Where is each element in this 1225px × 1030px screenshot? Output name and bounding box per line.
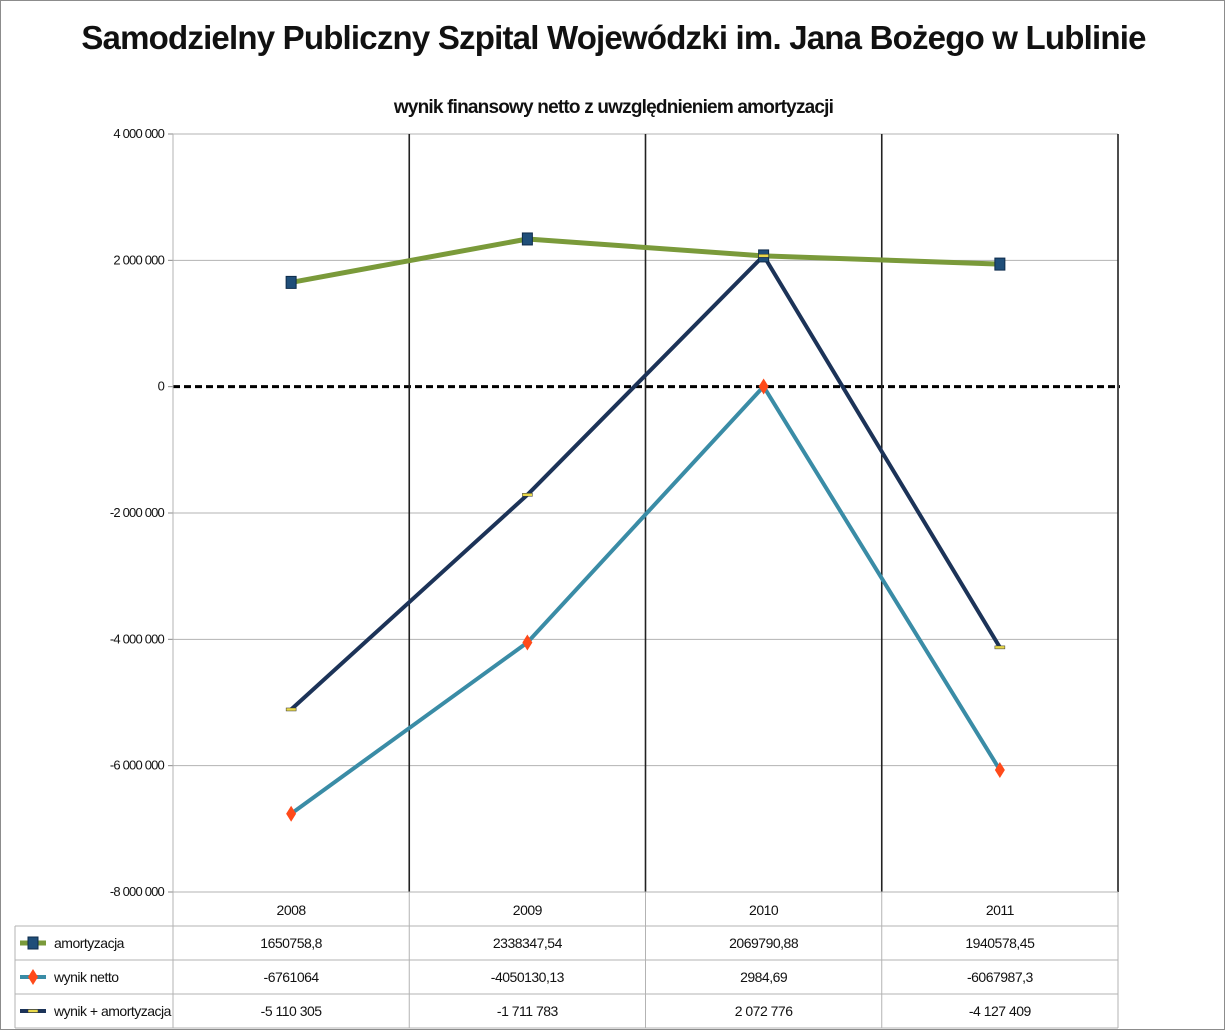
y-tick-label: -4 000 000 bbox=[110, 631, 165, 646]
y-tick-label: 0 bbox=[158, 379, 165, 394]
series-line-wynik-amortyzacja bbox=[289, 253, 1002, 711]
legend-label: wynik netto bbox=[53, 969, 119, 985]
y-tick-label: -8 000 000 bbox=[110, 884, 165, 899]
data-point bbox=[522, 634, 533, 651]
table-cell: 2069790,88 bbox=[729, 935, 799, 951]
table-cell: -1 711 783 bbox=[497, 1003, 559, 1019]
table-cell: 1650758,8 bbox=[260, 935, 322, 951]
data-point bbox=[758, 253, 769, 258]
data-point bbox=[994, 645, 1006, 650]
y-tick-label: -6 000 000 bbox=[110, 758, 165, 773]
series-lines bbox=[289, 236, 1002, 816]
table-cell: -5 110 305 bbox=[261, 1003, 323, 1019]
x-tick-label: 2009 bbox=[513, 902, 543, 918]
data-table: 2008 2009 2010 2011 amortyzacja 1650758,8 2338… bbox=[14, 891, 1119, 1029]
table-cell: 2984,69 bbox=[740, 969, 788, 985]
table-cell: 1940578,45 bbox=[965, 935, 1035, 951]
chart-title: wynik finansowy netto z uwzględnieniem a… bbox=[393, 97, 834, 118]
data-point bbox=[285, 707, 297, 712]
legend-label: wynik + amortyzacja bbox=[53, 1003, 172, 1019]
table-cell: -6761064 bbox=[264, 969, 320, 985]
legend-key-marker bbox=[27, 1009, 39, 1013]
x-tick-label: 2011 bbox=[986, 902, 1015, 918]
table-cell: 2 072 776 bbox=[735, 1003, 793, 1019]
series-line-amortyzacja bbox=[290, 236, 1000, 285]
data-point bbox=[521, 232, 533, 246]
x-tick-label: 2008 bbox=[277, 902, 307, 918]
data-point bbox=[285, 275, 297, 289]
table-cell: -6067987,3 bbox=[967, 969, 1034, 985]
data-point bbox=[994, 761, 1005, 778]
y-tick-label: 4 000 000 bbox=[113, 126, 164, 141]
table-cell: 2338347,54 bbox=[493, 935, 563, 951]
data-point bbox=[994, 257, 1006, 271]
x-tick-label: 2010 bbox=[749, 902, 779, 918]
y-axis: 4 000 000 2 000 000 0 -2 000 000 -4 000 000 -… bbox=[110, 126, 174, 899]
legend-label: amortyzacja bbox=[54, 935, 125, 951]
table-cell: -4 127 409 bbox=[969, 1003, 1032, 1019]
series-markers bbox=[285, 232, 1006, 822]
y-tick-label: 2 000 000 bbox=[113, 252, 164, 267]
data-point bbox=[758, 378, 769, 395]
table-cell: -4050130,13 bbox=[491, 969, 565, 985]
legend-key-marker bbox=[27, 936, 39, 950]
page-title: Samodzielny Publiczny Szpital Wojewódzki… bbox=[81, 19, 1146, 56]
data-point bbox=[286, 805, 297, 822]
legend-key-marker bbox=[28, 969, 38, 985]
series-line-wynik-netto bbox=[289, 384, 1002, 816]
y-tick-label: -2 000 000 bbox=[110, 505, 165, 520]
data-point bbox=[522, 493, 533, 497]
